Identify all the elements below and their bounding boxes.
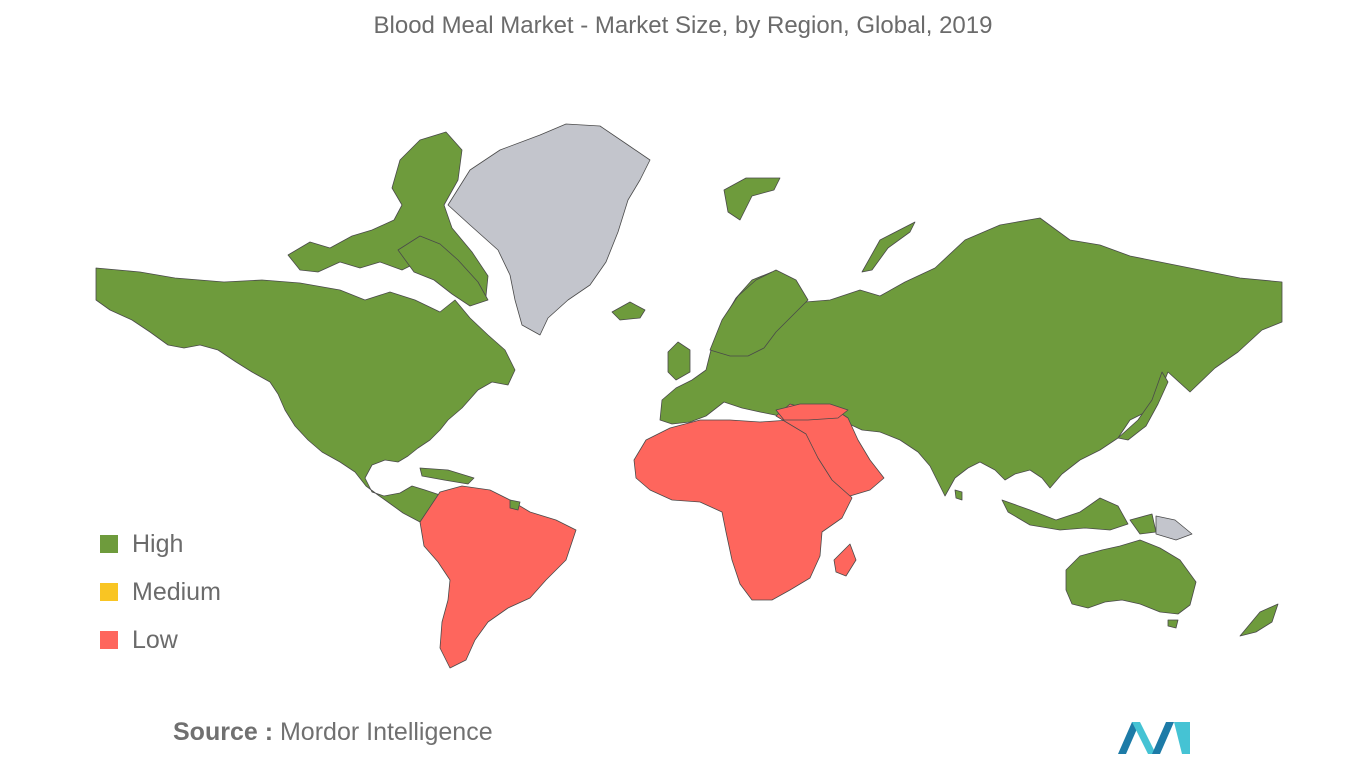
southeast-asia-islands [1001, 497, 1129, 531]
papua-new-guinea [1155, 515, 1193, 541]
region-south-america [419, 485, 577, 669]
region-oceania [1065, 539, 1279, 637]
source-value: Mordor Intelligence [279, 718, 493, 746]
south-america-mainland [419, 485, 577, 669]
baffin-island [397, 235, 489, 307]
source-label: Source : [173, 718, 274, 746]
legend-swatch-medium [100, 583, 118, 601]
novaya-zemlya [861, 221, 916, 273]
legend-item-medium: Medium [100, 568, 221, 616]
legend-swatch-high [100, 535, 118, 553]
map-title: Blood Meal Market - Market Size, by Regi… [373, 12, 993, 39]
scandinavia [709, 269, 809, 357]
greenland [447, 123, 651, 336]
caribbean-islands [419, 467, 475, 485]
french-guiana [509, 499, 521, 511]
legend-label: High [132, 529, 184, 558]
north-america-mainland [95, 267, 516, 523]
svalbard [723, 177, 781, 221]
japan [1117, 371, 1169, 441]
australia [1065, 539, 1197, 615]
tasmania [1167, 619, 1179, 629]
new-zealand [1239, 603, 1279, 637]
sri-lanka [954, 489, 963, 501]
new-guinea-west [1129, 513, 1157, 535]
british-isles [667, 341, 691, 381]
legend-item-low: Low [100, 616, 221, 664]
madagascar [833, 543, 857, 577]
region-middle-east-africa [633, 403, 885, 601]
legend-swatch-low [100, 631, 118, 649]
source-line: Source : Mordor Intelligence [173, 718, 493, 747]
legend: High Medium Low [100, 520, 221, 664]
legend-label: Low [132, 625, 178, 654]
region-north-america [95, 131, 516, 523]
africa-mainland [633, 419, 853, 601]
legend-label: Medium [132, 577, 221, 606]
mordor-intelligence-logo-icon [1118, 722, 1190, 754]
turkey [775, 403, 849, 421]
legend-item-high: High [100, 520, 221, 568]
region-europe-asia [659, 177, 1283, 535]
iceland [611, 301, 646, 321]
